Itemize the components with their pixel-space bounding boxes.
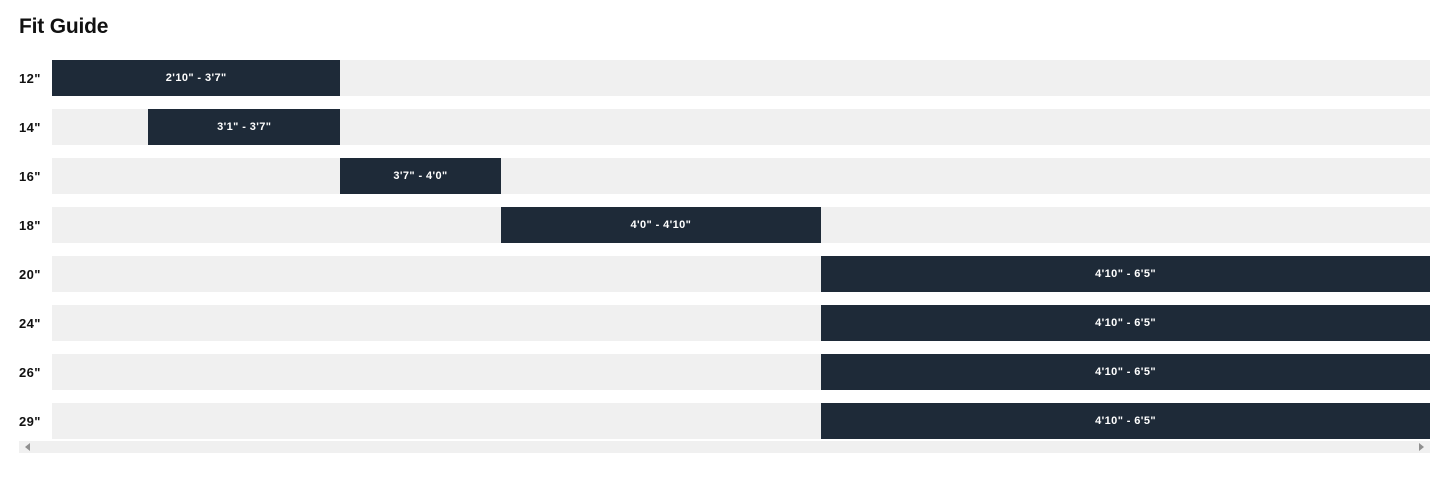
height-range-track: 4'10" - 6'5" bbox=[52, 354, 1430, 390]
height-range-bar: 3'7" - 4'0" bbox=[340, 158, 501, 194]
height-range-label: 3'7" - 4'0" bbox=[393, 170, 448, 182]
height-range-track: 3'7" - 4'0" bbox=[52, 158, 1430, 194]
horizontal-scrollbar[interactable] bbox=[19, 441, 1430, 453]
fit-row: 29" 4'10" - 6'5" bbox=[19, 403, 1430, 439]
height-range-bar: 4'0" - 4'10" bbox=[500, 207, 822, 243]
height-range-track: 3'1" - 3'7" bbox=[52, 109, 1430, 145]
height-range-track: 4'10" - 6'5" bbox=[52, 256, 1430, 292]
height-range-track: 4'0" - 4'10" bbox=[52, 207, 1430, 243]
fit-row: 14" 3'1" - 3'7" bbox=[19, 109, 1430, 145]
wheel-size-label: 18" bbox=[19, 207, 52, 243]
fit-row: 12" 2'10" - 3'7" bbox=[19, 60, 1430, 96]
fit-row: 16" 3'7" - 4'0" bbox=[19, 158, 1430, 194]
wheel-size-label: 16" bbox=[19, 158, 52, 194]
wheel-size-label: 29" bbox=[19, 403, 52, 439]
scrollbar-right-arrow-icon[interactable] bbox=[1419, 443, 1424, 451]
height-range-bar: 4'10" - 6'5" bbox=[821, 403, 1430, 439]
fit-guide-chart: 12" 2'10" - 3'7" 14" 3'1" - 3'7" 16" 3'7" - 4… bbox=[19, 60, 1430, 439]
wheel-size-label: 12" bbox=[19, 60, 52, 96]
height-range-bar: 2'10" - 3'7" bbox=[52, 60, 341, 96]
fit-row: 18" 4'0" - 4'10" bbox=[19, 207, 1430, 243]
wheel-size-label: 20" bbox=[19, 256, 52, 292]
height-range-bar: 4'10" - 6'5" bbox=[821, 305, 1430, 341]
height-range-track: 4'10" - 6'5" bbox=[52, 403, 1430, 439]
fit-row: 24" 4'10" - 6'5" bbox=[19, 305, 1430, 341]
height-range-label: 2'10" - 3'7" bbox=[165, 72, 227, 84]
fit-row: 20" 4'10" - 6'5" bbox=[19, 256, 1430, 292]
wheel-size-label: 14" bbox=[19, 109, 52, 145]
height-range-label: 4'10" - 6'5" bbox=[1095, 317, 1156, 329]
height-range-label: 4'10" - 6'5" bbox=[1095, 366, 1156, 378]
page-title: Fit Guide bbox=[19, 15, 109, 38]
height-range-bar: 4'10" - 6'5" bbox=[821, 256, 1430, 292]
height-range-label: 4'0" - 4'10" bbox=[630, 219, 692, 231]
height-range-label: 4'10" - 6'5" bbox=[1095, 268, 1156, 280]
height-range-label: 3'1" - 3'7" bbox=[217, 121, 272, 133]
height-range-bar: 4'10" - 6'5" bbox=[821, 354, 1430, 390]
scrollbar-left-arrow-icon[interactable] bbox=[25, 443, 30, 451]
height-range-track: 2'10" - 3'7" bbox=[52, 60, 1430, 96]
wheel-size-label: 24" bbox=[19, 305, 52, 341]
height-range-label: 4'10" - 6'5" bbox=[1095, 415, 1156, 427]
height-range-track: 4'10" - 6'5" bbox=[52, 305, 1430, 341]
wheel-size-label: 26" bbox=[19, 354, 52, 390]
height-range-bar: 3'1" - 3'7" bbox=[148, 109, 341, 145]
fit-row: 26" 4'10" - 6'5" bbox=[19, 354, 1430, 390]
